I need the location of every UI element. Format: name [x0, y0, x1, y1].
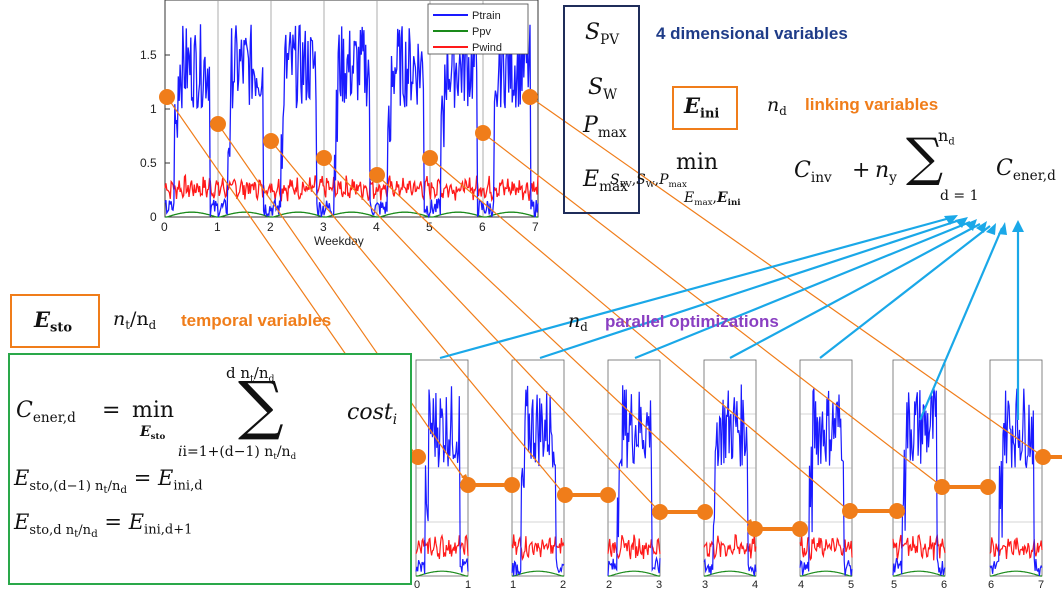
objective-min-vars-1: SPV,SW,Pmax	[610, 172, 687, 191]
daily-chart	[415, 359, 469, 577]
daily-chart	[703, 359, 757, 577]
objective-sum-top: nd	[938, 126, 955, 148]
x-tick-label: 3	[320, 220, 327, 234]
temporal-var: Esto	[34, 307, 73, 336]
x-tick-label: 0	[161, 220, 168, 234]
y-tick-label: 1.5	[140, 48, 157, 62]
daily-tick: 2	[560, 579, 566, 591]
series-line	[164, 173, 539, 203]
series-line	[990, 570, 1042, 577]
x-tick-label: 7	[532, 220, 539, 234]
series-line	[608, 570, 660, 577]
legend-ppv: Ppv	[472, 26, 491, 38]
constraint-2: Esto,d nt/nd = Eini,d+1	[14, 510, 193, 540]
x-tick-label: 6	[479, 220, 486, 234]
daily-chart	[989, 359, 1043, 577]
cener-sigma: ∑	[238, 369, 284, 443]
series-line	[511, 385, 565, 576]
x-tick-label: 2	[267, 220, 274, 234]
var-pmax: Pmax	[583, 113, 627, 141]
series-line	[892, 388, 946, 576]
var-sw: SW	[588, 75, 618, 103]
linking-dots	[159, 89, 538, 183]
var-spv: SPV	[585, 20, 620, 48]
daily-tick: 2	[606, 579, 612, 591]
daily-tick: 4	[752, 579, 758, 591]
linking-label: linking variables	[805, 95, 939, 114]
series-line	[512, 570, 564, 577]
daily-tick: 3	[656, 579, 662, 591]
var-emax: Emax	[583, 167, 628, 195]
cener-cost: costi	[347, 400, 398, 428]
daily-tick: 1	[510, 579, 516, 591]
daily-subproblem-box	[8, 353, 412, 585]
temporal-var-box	[10, 294, 100, 348]
dimensional-variables-box	[563, 5, 640, 214]
temporal-label: temporal variables	[181, 311, 332, 330]
daily-tick: 5	[848, 579, 854, 591]
daily-tick: 4	[798, 579, 804, 591]
x-axis-label: Weekday	[314, 234, 364, 248]
objective-cener: Cener,d	[996, 156, 1056, 184]
objective-min-vars-2: Emax,Eini	[684, 190, 741, 209]
storage-dots	[410, 449, 1051, 537]
legend-ptrain: Ptrain	[472, 10, 501, 22]
linking-count: nd	[767, 94, 787, 119]
cener-min: min	[132, 398, 175, 423]
series-line	[607, 385, 661, 576]
daily-tick: 0	[414, 579, 420, 591]
daily-chart	[892, 359, 946, 577]
daily-tick: 7	[1038, 579, 1044, 591]
temporal-count: nt/nd	[113, 308, 157, 333]
y-tick-label: 1	[150, 102, 157, 116]
linking-arrows	[166, 96, 1046, 526]
dimensional-label: 4 dimensional variables	[656, 24, 848, 43]
y-tick-label: 0.5	[140, 156, 157, 170]
x-tick-label: 1	[214, 220, 221, 234]
daily-tick: 3	[702, 579, 708, 591]
objective-min: min	[676, 150, 719, 175]
series-line	[800, 570, 852, 577]
x-tick-label: 4	[373, 220, 380, 234]
series-line	[799, 388, 853, 576]
series-line	[704, 570, 756, 577]
parallel-count: nd	[568, 310, 588, 335]
objective-ny: ny	[875, 158, 897, 186]
daily-tick: 1	[465, 579, 471, 591]
series-line	[989, 388, 1043, 576]
linking-var: Eini	[684, 93, 720, 122]
x-tick-label: 5	[426, 220, 433, 234]
parallel-label: parallel optimizations	[605, 312, 779, 331]
objective-sigma: ∑	[906, 128, 944, 188]
y-tick-label: 0	[150, 210, 157, 224]
cener-lhs: Cener,d	[16, 398, 76, 426]
daily-chart	[511, 359, 565, 577]
daily-tick: 5	[891, 579, 897, 591]
cener-eq: =	[102, 398, 121, 423]
constraint-1: Esto,(d−1) nt/nd = Eini,d	[14, 466, 203, 496]
daily-tick: 6	[988, 579, 994, 591]
daily-chart	[799, 359, 853, 577]
cener-sum-bottom: ii=1+(d−1) nt/nd	[178, 444, 297, 463]
aggregation-arrows	[439, 216, 1020, 421]
legend-pwind: Pwind	[472, 42, 502, 54]
daily-tick: 6	[941, 579, 947, 591]
linking-var-box	[672, 86, 738, 130]
cyan-arrow-heads	[944, 215, 1024, 235]
daily-chart	[607, 359, 661, 577]
series-line	[703, 384, 757, 577]
daily-ticks: 0 1 1 2 2 3 3 4 4 5 5 6 6 7	[414, 579, 1044, 591]
weekly-legend: Ptrain Ppv Pwind	[427, 3, 529, 55]
cener-min-sub: Esto	[140, 424, 166, 443]
objective-cinv: Cinv	[794, 158, 832, 186]
objective-sum-bottom: d = 1	[940, 188, 979, 204]
daily-charts	[415, 359, 1043, 577]
series-line	[165, 211, 538, 218]
cener-sum-top: d nt/nd	[226, 364, 275, 385]
objective-plus: +	[852, 158, 871, 183]
series-line	[415, 386, 469, 575]
